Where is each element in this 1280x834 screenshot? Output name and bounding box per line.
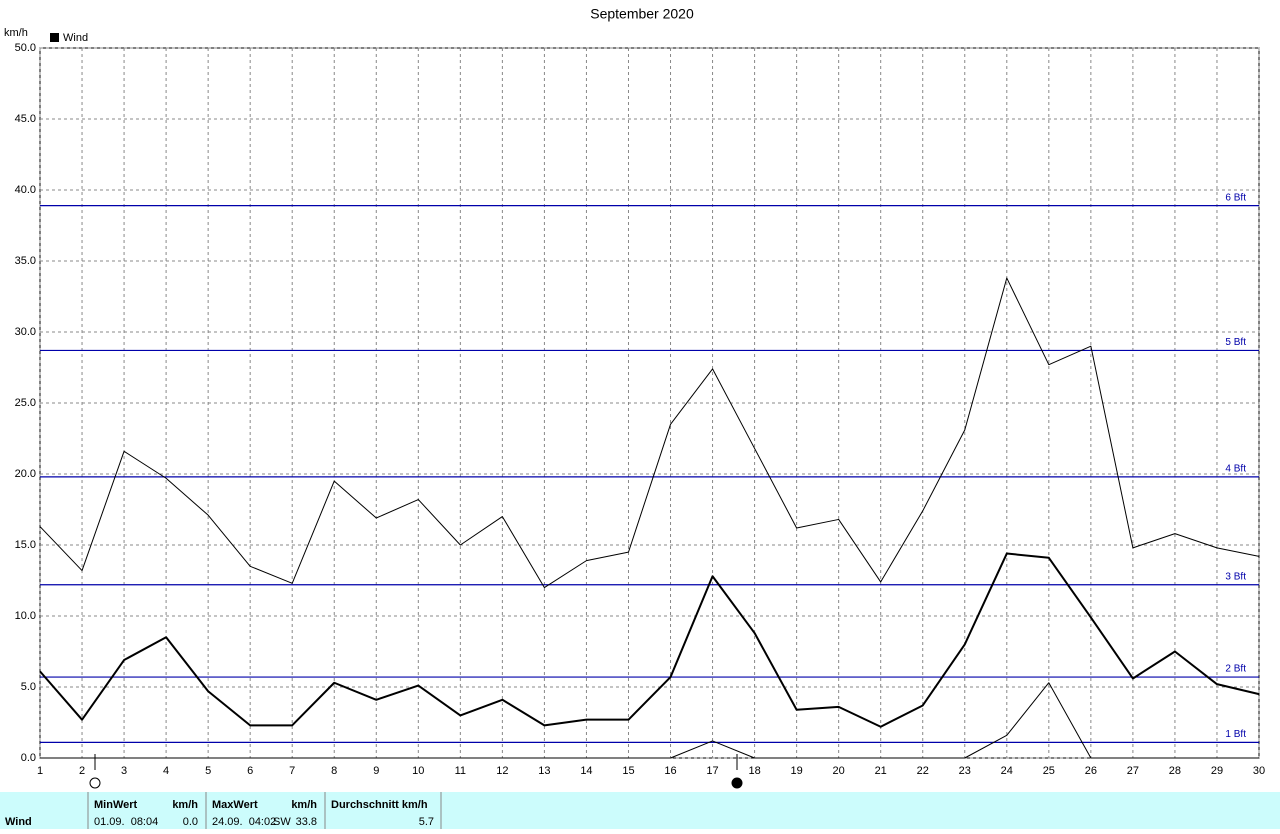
- x-tick-label: 24: [1001, 765, 1013, 777]
- x-tick-label: 7: [289, 765, 295, 777]
- x-tick-label: 11: [455, 765, 466, 777]
- reference-label: 3 Bft: [1225, 571, 1246, 582]
- x-tick-label: 9: [373, 765, 379, 777]
- x-tick-label: 17: [706, 765, 718, 777]
- table-cell: 24.09. 04:02: [212, 816, 276, 828]
- y-tick-label: 40.0: [15, 184, 36, 196]
- series-line: [39, 552, 1260, 728]
- table-cell: 0.0: [183, 816, 198, 828]
- reference-label: 5 Bft: [1225, 337, 1246, 348]
- chart-title: September 2020: [590, 6, 694, 22]
- table-header: MinWert: [94, 799, 138, 811]
- y-tick-label: 15.0: [15, 539, 36, 551]
- y-tick-label: 30.0: [15, 326, 36, 338]
- x-tick-label: 16: [664, 765, 676, 777]
- y-tick-label: 0.0: [21, 752, 36, 764]
- stats-table: Wind MinWert km/h 01.09. 08:04 0.0 MaxWe…: [0, 792, 1280, 829]
- table-cell: 33.8: [296, 816, 317, 828]
- x-tick-label: 28: [1169, 765, 1181, 777]
- x-tick-label: 13: [538, 765, 550, 777]
- x-tick-label: 4: [163, 765, 169, 777]
- table-header: MaxWert: [212, 799, 258, 811]
- x-tick-label: 23: [959, 765, 971, 777]
- reference-label: 4 Bft: [1225, 463, 1246, 474]
- y-tick-label: 45.0: [15, 113, 36, 125]
- table-background: [0, 792, 1280, 829]
- x-tick-label: 10: [412, 765, 424, 777]
- table-header: km/h: [291, 799, 317, 811]
- series-line: [39, 277, 1260, 589]
- y-axis-label: km/h: [4, 27, 28, 39]
- y-tick-label: 5.0: [21, 681, 36, 693]
- table-cell: 5.7: [419, 816, 434, 828]
- y-tick-label: 20.0: [15, 468, 36, 480]
- x-tick-label: 14: [580, 765, 592, 777]
- x-tick-label: 12: [496, 765, 508, 777]
- y-tick-label: 25.0: [15, 397, 36, 409]
- x-tick-label: 26: [1085, 765, 1097, 777]
- table-header: km/h: [172, 799, 198, 811]
- y-tick-label: 50.0: [15, 42, 36, 54]
- x-tick-label: 22: [917, 765, 929, 777]
- x-tick-label: 3: [121, 765, 127, 777]
- x-tick-label: 20: [833, 765, 845, 777]
- x-tick-label: 5: [205, 765, 211, 777]
- reference-label: 2 Bft: [1225, 664, 1246, 675]
- table-cell: SW: [273, 816, 291, 828]
- x-tick-label: 2: [79, 765, 85, 777]
- x-tick-label: 25: [1043, 765, 1055, 777]
- series-line: [40, 682, 1259, 759]
- x-tick-label: 27: [1127, 765, 1139, 777]
- x-tick-label: 18: [748, 765, 760, 777]
- y-tick-label: 10.0: [15, 610, 36, 622]
- x-tick-label: 30: [1253, 765, 1265, 777]
- x-tick-label: 8: [331, 765, 337, 777]
- x-tick-label: 15: [622, 765, 634, 777]
- x-tick-label: 1: [37, 765, 43, 777]
- table-cell: 01.09. 08:04: [94, 816, 158, 828]
- x-tick-label: 19: [790, 765, 802, 777]
- x-tick-label: 29: [1211, 765, 1223, 777]
- table-header: Durchschnitt km/h: [331, 799, 428, 811]
- x-tick-label: 21: [875, 765, 887, 777]
- reference-label: 6 Bft: [1225, 192, 1246, 203]
- plot: 0.0 5.0 10.0 15.0 20.0 25.0 30.0 35.0 40.0 45.0 50…: [15, 42, 1266, 777]
- y-tick-label: 35.0: [15, 255, 36, 267]
- x-tick-label: 6: [247, 765, 253, 777]
- moon-icon: [731, 777, 743, 789]
- row-label: Wind: [5, 816, 32, 828]
- legend-swatch: [50, 33, 59, 42]
- reference-label: 1 Bft: [1225, 729, 1246, 740]
- moon-icon: [89, 777, 101, 789]
- legend-label: Wind: [63, 32, 88, 44]
